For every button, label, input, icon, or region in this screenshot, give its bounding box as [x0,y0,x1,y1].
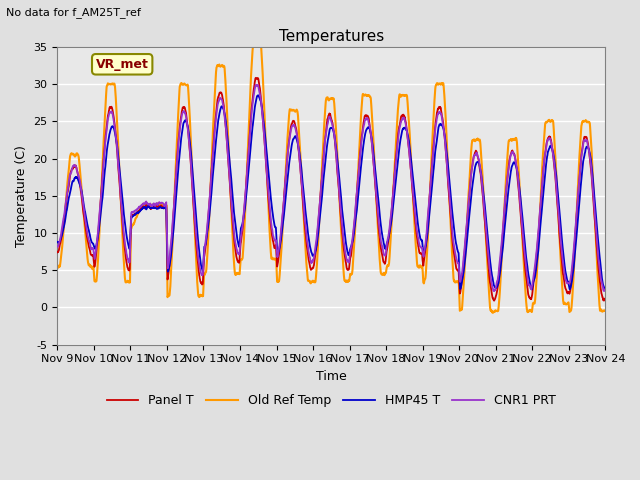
Y-axis label: Temperature (C): Temperature (C) [15,145,28,247]
Text: VR_met: VR_met [96,58,148,71]
Legend: Panel T, Old Ref Temp, HMP45 T, CNR1 PRT: Panel T, Old Ref Temp, HMP45 T, CNR1 PRT [102,389,561,412]
Title: Temperatures: Temperatures [278,29,384,44]
X-axis label: Time: Time [316,370,347,383]
Text: No data for f_AM25T_ref: No data for f_AM25T_ref [6,7,141,18]
